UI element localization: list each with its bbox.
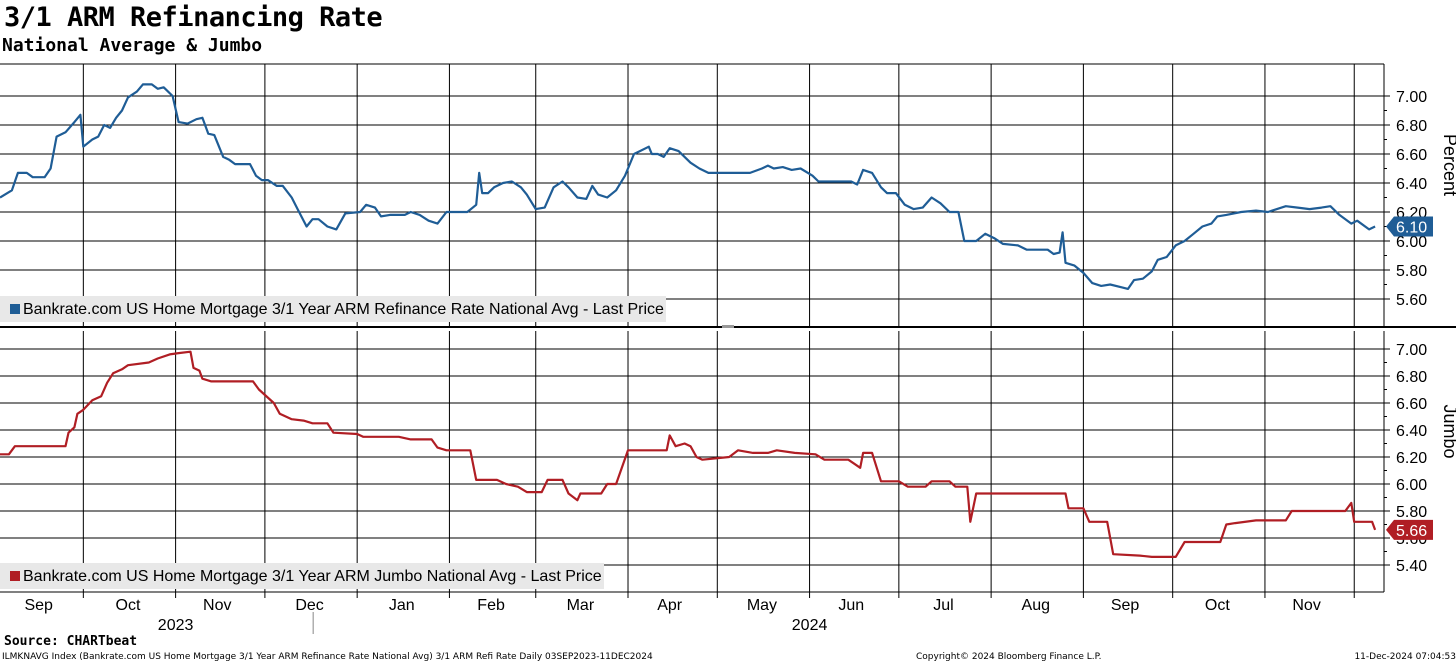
national-last-value-badge — [1386, 216, 1433, 237]
panel-separator-gap — [0, 326, 1456, 331]
chart-title: 3/1 ARM Refinancing Rate — [4, 2, 383, 33]
x-year-label: 2024 — [792, 617, 828, 634]
national-ytick-label: 7.00 — [1396, 89, 1427, 106]
x-month-label: Apr — [657, 597, 683, 614]
national-ytick-label: 6.40 — [1396, 176, 1427, 193]
x-month-label: Jun — [838, 597, 864, 614]
jumbo-yaxis-title: Jumbo — [1440, 404, 1456, 458]
x-month-label: May — [747, 597, 777, 614]
national-yaxis-title: Percent — [1440, 134, 1456, 196]
national-ytick-label: 6.00 — [1396, 234, 1427, 251]
jumbo-legend-label: Bankrate.com US Home Mortgage 3/1 Year A… — [23, 568, 602, 585]
jumbo-last-value-label: 5.66 — [1396, 523, 1427, 540]
national-ytick-label: 5.60 — [1396, 292, 1427, 309]
x-month-label: Aug — [1022, 597, 1050, 614]
jumbo-ytick-label: 6.60 — [1396, 396, 1427, 413]
x-month-label: Nov — [1292, 597, 1320, 614]
footer-timestamp: 11-Dec-2024 07:04:53 — [1354, 652, 1456, 662]
x-month-label: Sep — [24, 597, 53, 614]
x-month-label: Feb — [477, 597, 505, 614]
source-note: Source: CHARTbeat — [4, 634, 138, 649]
national-legend-label: Bankrate.com US Home Mortgage 3/1 Year A… — [23, 301, 664, 318]
jumbo-legend-background — [0, 563, 604, 589]
x-month-label: Oct — [116, 597, 141, 614]
jumbo-ytick-label: 6.20 — [1396, 450, 1427, 467]
national-ytick-label: 6.80 — [1396, 118, 1427, 135]
jumbo-series-line — [0, 350, 1377, 559]
chart-subtitle: National Average & Jumbo — [2, 35, 263, 56]
jumbo-legend-swatch — [10, 571, 20, 581]
national-panel-grid — [0, 64, 1384, 326]
x-month-label: Nov — [203, 597, 231, 614]
national-ytick-label: 5.80 — [1396, 263, 1427, 280]
footer-copyright: Copyright© 2024 Bloomberg Finance L.P. — [916, 652, 1102, 662]
jumbo-ytick-label: 5.80 — [1396, 504, 1427, 521]
x-month-label: Dec — [295, 597, 323, 614]
national-legend: Bankrate.com US Home Mortgage 3/1 Year A… — [0, 296, 666, 322]
national-series-line — [0, 83, 1376, 290]
national-legend-background — [0, 296, 666, 322]
jumbo-ytick-label: 5.40 — [1396, 558, 1427, 575]
panel-separator-handle — [722, 325, 734, 328]
x-month-label: Sep — [1111, 597, 1140, 614]
jumbo-legend: Bankrate.com US Home Mortgage 3/1 Year A… — [0, 563, 604, 589]
jumbo-panel-series — [0, 350, 1377, 559]
national-last-value-label: 6.10 — [1396, 220, 1427, 237]
national-panel-series — [0, 83, 1376, 290]
x-month-label: Jul — [933, 597, 953, 614]
jumbo-ytick-label: 7.00 — [1396, 342, 1427, 359]
x-year-label: 2023 — [158, 617, 194, 634]
x-month-label: Mar — [567, 597, 595, 614]
axes-layer: 5.60 5.80 6.00 6.20 6.40 6.60 6.80 7.00 Percent 6… — [0, 63, 1456, 634]
jumbo-ytick-label: 6.40 — [1396, 423, 1427, 440]
x-month-label: Jan — [389, 597, 415, 614]
national-legend-swatch — [10, 304, 20, 314]
jumbo-ytick-label: 6.00 — [1396, 477, 1427, 494]
jumbo-last-value-badge — [1386, 519, 1433, 540]
national-ytick-label: 6.60 — [1396, 147, 1427, 164]
footer-index-description: ILMKNAVG Index (Bankrate.com US Home Mor… — [2, 652, 653, 662]
jumbo-panel-grid — [0, 331, 1384, 592]
jumbo-ytick-label: 6.80 — [1396, 369, 1427, 386]
x-month-label: Oct — [1205, 597, 1230, 614]
